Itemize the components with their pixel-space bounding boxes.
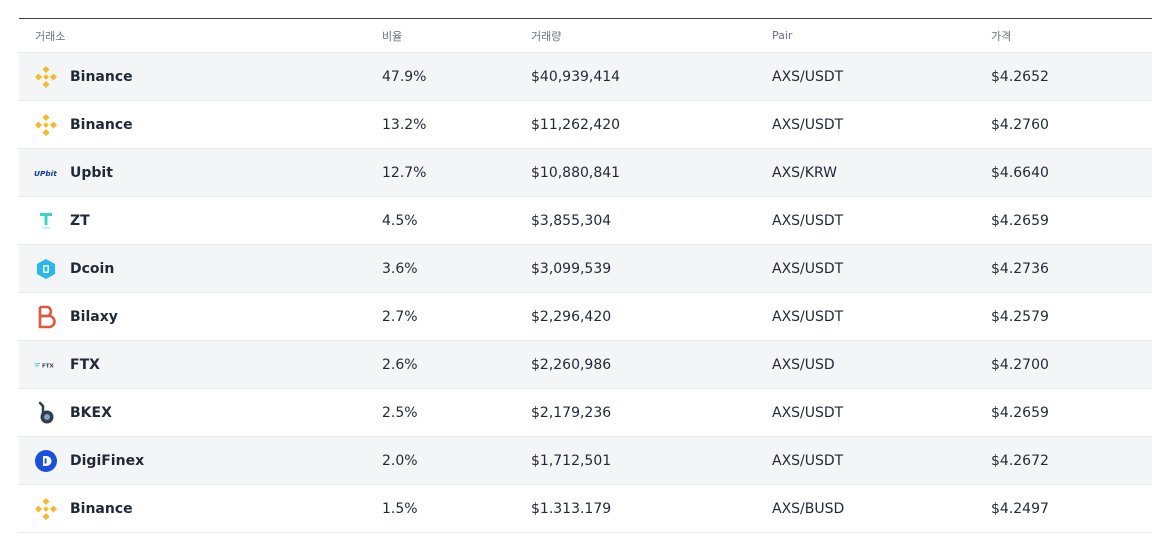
header-volume[interactable]: 거래량 bbox=[531, 29, 562, 43]
exchange-name[interactable]: ZT bbox=[70, 212, 90, 229]
table-row[interactable]: Binance 1.5% $1.313.179 AXS/BUSD $4.2497 bbox=[19, 485, 1152, 533]
price-cell: $4.2652 bbox=[991, 68, 1049, 85]
volume-cell: $2,260,986 bbox=[531, 356, 612, 373]
exchange-cell[interactable]: FTX FTX bbox=[19, 353, 382, 377]
pair-cell[interactable]: AXS/USDT bbox=[772, 68, 844, 85]
volume-cell: $3,099,539 bbox=[531, 260, 612, 277]
price-cell: $4.6640 bbox=[991, 164, 1049, 181]
exchange-name[interactable]: Dcoin bbox=[70, 260, 115, 277]
volume-cell: $3,855,304 bbox=[531, 212, 612, 229]
price-cell: $4.2659 bbox=[991, 212, 1049, 229]
zt-icon bbox=[34, 209, 58, 233]
table-row[interactable]: UPbit Upbit 12.7% $10,880,841 AXS/KRW $4… bbox=[19, 149, 1152, 197]
pair-cell[interactable]: AXS/KRW bbox=[772, 164, 837, 181]
binance-icon bbox=[34, 113, 58, 137]
exchange-name[interactable]: Binance bbox=[70, 116, 133, 133]
exchange-markets-table: 거래소 비율 거래량 Pair 가격 Binance 47.9% $40,939… bbox=[19, 18, 1152, 533]
ftx-logo-text: FTX bbox=[42, 363, 55, 369]
table-row[interactable]: Binance 47.9% $40,939,414 AXS/USDT $4.26… bbox=[19, 53, 1152, 101]
share-cell: 2.5% bbox=[382, 404, 418, 421]
pair-cell[interactable]: AXS/USDT bbox=[772, 404, 844, 421]
exchange-name[interactable]: FTX bbox=[70, 356, 100, 373]
volume-cell: $2,179,236 bbox=[531, 404, 612, 421]
table-row[interactable]: Bilaxy 2.7% $2,296,420 AXS/USDT $4.2579 bbox=[19, 293, 1152, 341]
bkex-icon bbox=[34, 401, 58, 425]
upbit-logo-text: UPbit bbox=[34, 168, 57, 177]
price-cell: $4.2672 bbox=[991, 452, 1049, 469]
exchange-cell[interactable]: BKEX bbox=[19, 401, 382, 425]
exchange-cell[interactable]: Binance bbox=[19, 497, 382, 521]
pair-cell[interactable]: AXS/USDT bbox=[772, 452, 844, 469]
table-row[interactable]: DigiFinex 2.0% $1,712,501 AXS/USDT $4.26… bbox=[19, 437, 1152, 485]
header-price[interactable]: 가격 bbox=[991, 29, 1012, 43]
table-header: 거래소 비율 거래량 Pair 가격 bbox=[19, 19, 1152, 53]
price-cell: $4.2736 bbox=[991, 260, 1049, 277]
table-row[interactable]: ZT 4.5% $3,855,304 AXS/USDT $4.2659 bbox=[19, 197, 1152, 245]
pair-cell[interactable]: AXS/BUSD bbox=[772, 500, 845, 517]
binance-icon bbox=[34, 497, 58, 521]
header-exchange[interactable]: 거래소 bbox=[35, 29, 66, 43]
table-row[interactable]: BKEX 2.5% $2,179,236 AXS/USDT $4.2659 bbox=[19, 389, 1152, 437]
binance-icon bbox=[34, 65, 58, 89]
share-cell: 2.6% bbox=[382, 356, 418, 373]
volume-cell: $11,262,420 bbox=[531, 116, 621, 133]
exchange-cell[interactable]: Dcoin bbox=[19, 257, 382, 281]
pair-cell[interactable]: AXS/USDT bbox=[772, 212, 844, 229]
share-cell: 2.7% bbox=[382, 308, 418, 325]
table-row[interactable]: FTX FTX 2.6% $2,260,986 AXS/USD $4.2700 bbox=[19, 341, 1152, 389]
pair-cell[interactable]: AXS/USDT bbox=[772, 116, 844, 133]
price-cell: $4.2659 bbox=[991, 404, 1049, 421]
digifinex-icon bbox=[34, 449, 58, 473]
share-cell: 13.2% bbox=[382, 116, 427, 133]
header-pair[interactable]: Pair bbox=[772, 29, 793, 42]
price-cell: $4.2497 bbox=[991, 500, 1049, 517]
share-cell: 2.0% bbox=[382, 452, 418, 469]
volume-cell: $1.313.179 bbox=[531, 500, 612, 517]
exchange-cell[interactable]: UPbit Upbit bbox=[19, 161, 382, 185]
exchange-cell[interactable]: ZT bbox=[19, 209, 382, 233]
exchange-cell[interactable]: Binance bbox=[19, 113, 382, 137]
ftx-icon: FTX bbox=[34, 353, 58, 377]
share-cell: 4.5% bbox=[382, 212, 418, 229]
share-cell: 3.6% bbox=[382, 260, 418, 277]
price-cell: $4.2579 bbox=[991, 308, 1049, 325]
exchange-cell[interactable]: Binance bbox=[19, 65, 382, 89]
share-cell: 47.9% bbox=[382, 68, 427, 85]
pair-cell[interactable]: AXS/USDT bbox=[772, 260, 844, 277]
volume-cell: $1,712,501 bbox=[531, 452, 612, 469]
exchange-cell[interactable]: DigiFinex bbox=[19, 449, 382, 473]
exchange-name[interactable]: Binance bbox=[70, 500, 133, 517]
header-share[interactable]: 비율 bbox=[382, 29, 403, 43]
pair-cell[interactable]: AXS/USD bbox=[772, 356, 835, 373]
volume-cell: $40,939,414 bbox=[531, 68, 621, 85]
bilaxy-icon bbox=[34, 305, 58, 329]
exchange-name[interactable]: Binance bbox=[70, 68, 133, 85]
share-cell: 1.5% bbox=[382, 500, 418, 517]
volume-cell: $10,880,841 bbox=[531, 164, 621, 181]
exchange-name[interactable]: Bilaxy bbox=[70, 308, 118, 325]
dcoin-icon bbox=[34, 257, 58, 281]
table-row[interactable]: Dcoin 3.6% $3,099,539 AXS/USDT $4.2736 bbox=[19, 245, 1152, 293]
price-cell: $4.2700 bbox=[991, 356, 1049, 373]
exchange-name[interactable]: DigiFinex bbox=[70, 452, 145, 469]
exchange-name[interactable]: BKEX bbox=[70, 404, 112, 421]
exchange-cell[interactable]: Bilaxy bbox=[19, 305, 382, 329]
pair-cell[interactable]: AXS/USDT bbox=[772, 308, 844, 325]
share-cell: 12.7% bbox=[382, 164, 427, 181]
table-row[interactable]: Binance 13.2% $11,262,420 AXS/USDT $4.27… bbox=[19, 101, 1152, 149]
upbit-icon: UPbit bbox=[34, 161, 58, 185]
volume-cell: $2,296,420 bbox=[531, 308, 612, 325]
price-cell: $4.2760 bbox=[991, 116, 1049, 133]
exchange-name[interactable]: Upbit bbox=[70, 164, 113, 181]
